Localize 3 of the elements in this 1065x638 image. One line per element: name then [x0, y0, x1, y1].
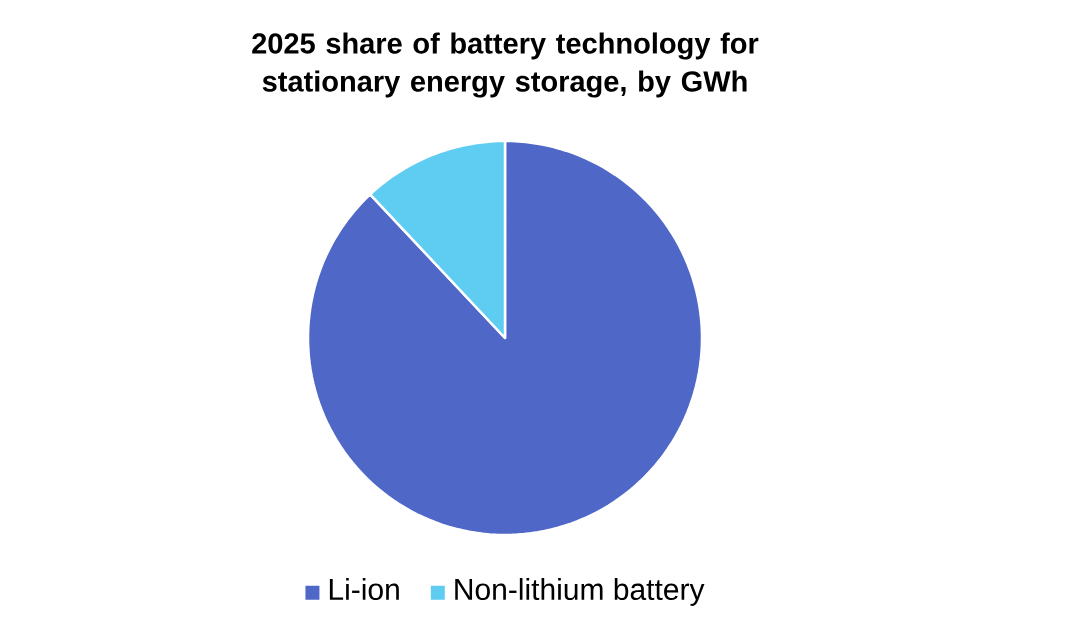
legend-label: Non-lithium battery: [455, 578, 705, 606]
chart-title: 2025 share of battery technology for stationary energy storage, by GWh: [252, 32, 759, 98]
legend-label: Li-ion: [329, 578, 399, 601]
